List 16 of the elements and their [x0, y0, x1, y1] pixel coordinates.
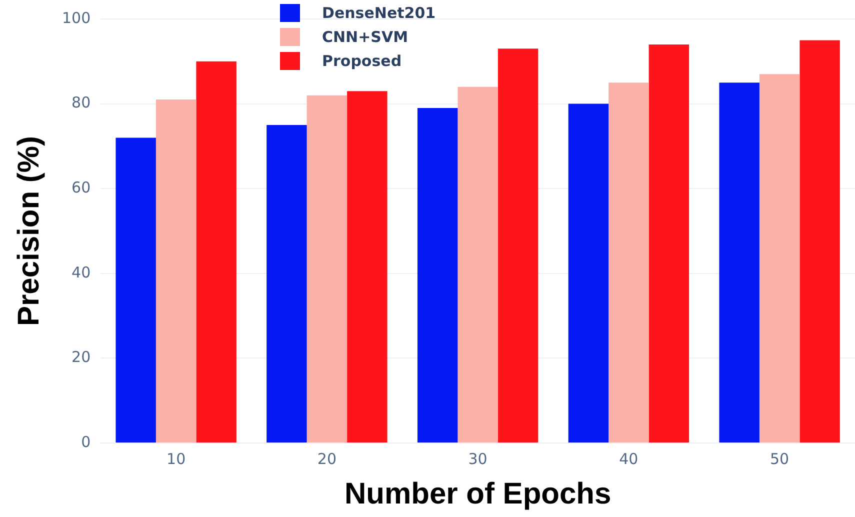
y-tick-label: 60: [72, 178, 91, 196]
y-tick-label: 80: [72, 94, 91, 112]
x-tick-label: 30: [468, 450, 488, 468]
y-tick-label: 40: [72, 263, 91, 282]
legend-label: DenseNet201: [322, 4, 436, 22]
x-tick-label: 40: [619, 450, 638, 468]
legend-label: Proposed: [322, 52, 402, 70]
y-axis-title: Precision (%): [12, 136, 46, 326]
x-tick-label: 50: [770, 450, 790, 468]
x-tick-label: 20: [317, 450, 336, 468]
y-tick-label: 20: [72, 348, 91, 366]
legend-label: CNN+SVM: [322, 28, 408, 46]
y-tick-label: 0: [81, 432, 91, 451]
x-tick-label: 10: [166, 450, 186, 468]
x-axis-title: Number of Epochs: [344, 477, 612, 510]
y-tick-label: 100: [62, 8, 91, 27]
